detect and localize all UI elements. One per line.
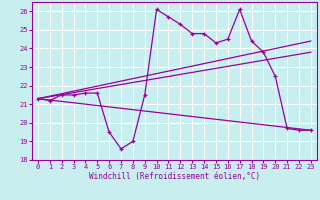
X-axis label: Windchill (Refroidissement éolien,°C): Windchill (Refroidissement éolien,°C) bbox=[89, 172, 260, 181]
